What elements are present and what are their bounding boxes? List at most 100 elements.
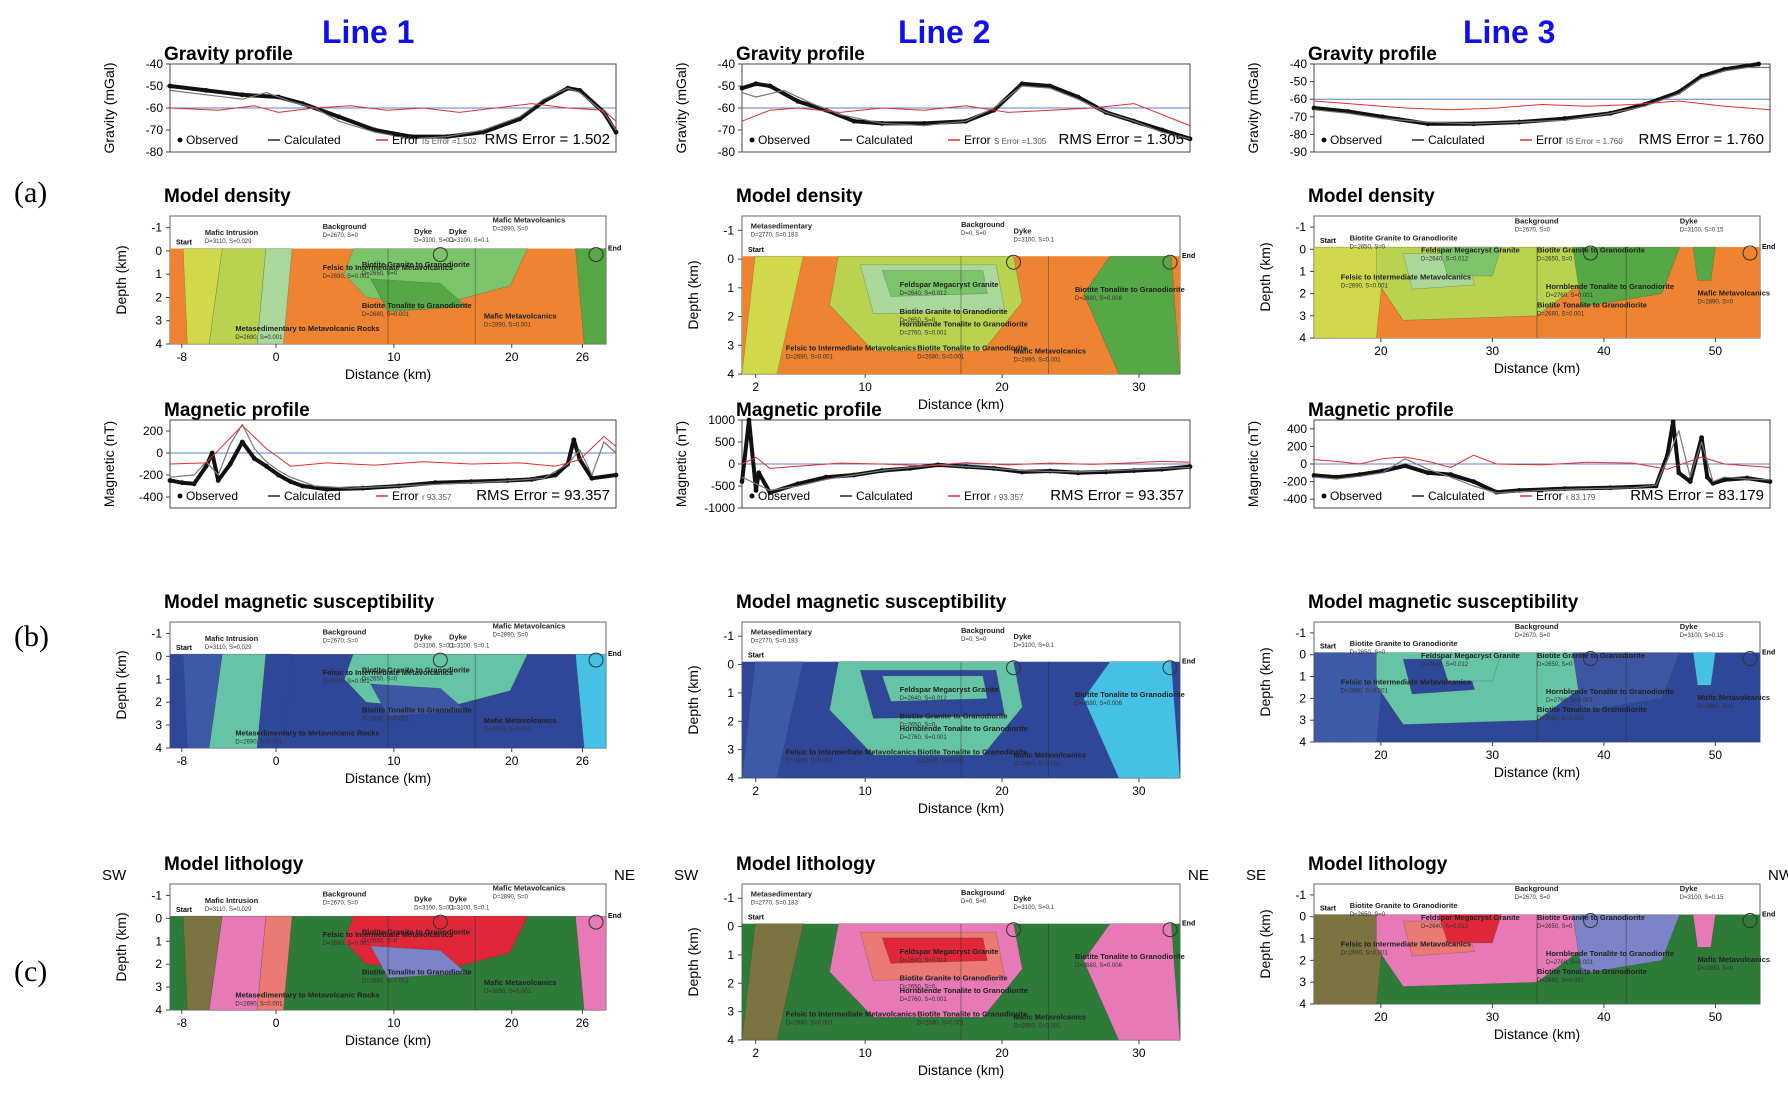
y-tick-label: -40 [718, 57, 736, 71]
series-error [741, 456, 1191, 469]
legend-observed: Observed [758, 489, 810, 503]
density-section-line-1: Model density Start End Mafic Intrusion D=31… [113, 186, 621, 382]
body-name-label: Biotite Tonalite to Granodiorite [917, 343, 1027, 352]
y-tick-label: -50 [718, 79, 736, 93]
station-marker [1006, 922, 1022, 938]
body-name-label: Dyke [1680, 884, 1698, 893]
body-property-label: D=0, S=0 [961, 899, 987, 905]
y-axis-label: Gravity (mGal) [1245, 63, 1261, 154]
geologic-body [256, 653, 293, 749]
geologic-body [1313, 246, 1386, 339]
body-property-label: D=2650, S=0 [1537, 662, 1573, 668]
y-tick-label: -80 [146, 145, 164, 159]
depth-tick-label: -1 [1295, 220, 1306, 234]
y-tick-label: -500 [711, 479, 735, 493]
body-name-label: Biotite Granite to Granodiorite [1350, 233, 1458, 242]
series-calculated [741, 85, 1191, 140]
observed-point [336, 114, 342, 120]
orientation-left: SE [1246, 867, 1266, 884]
body-name-label: Hornblende Tonalite to Granodiorite [1546, 949, 1674, 958]
y-tick-label: -80 [1290, 127, 1308, 141]
body-name-label: Mafic Metavolcanics [1698, 693, 1771, 702]
y-axis-label: Magnetic (nT) [673, 421, 689, 507]
body-property-label: D=2760, S=0.001 [900, 997, 948, 1003]
legend-observed: Observed [1330, 489, 1382, 503]
body-property-label: D=2640, S=0.012 [1421, 257, 1469, 263]
body-name-label: Dyke [449, 227, 467, 236]
susc-section-line-3: Model magnetic susceptibility Start End Bac… [1257, 592, 1775, 780]
body-name-label: Feldspar Megacryst Granite [1421, 246, 1520, 255]
body-property-label: D=2650, S=0 [1350, 650, 1386, 656]
susc-title: Model magnetic susceptibility [1308, 592, 1579, 613]
body-property-label: D=3100, S=0.1 [449, 238, 490, 244]
body-name-label: Metasedimentary to Metavolcanic Rocks [235, 324, 379, 333]
observed-point [1075, 470, 1081, 476]
observed-point [324, 486, 330, 492]
depth-tick-label: 1 [155, 672, 162, 686]
plot-frame [1313, 63, 1771, 153]
body-name-label: Mafic Metavolcanics [484, 978, 557, 987]
distance-tick-label: 20 [995, 1046, 1009, 1060]
distance-axis-label: Distance (km) [345, 1032, 431, 1048]
body-name-label: Biotite Tonalite to Granodiorite [1537, 967, 1647, 976]
geologic-body [1692, 246, 1716, 281]
legend-error: Error [392, 489, 419, 503]
geologic-body [1438, 246, 1502, 277]
observed-point [753, 81, 759, 87]
row-letter-c: (c) [14, 955, 48, 988]
station-marker [1583, 651, 1599, 667]
depth-tick-label: 1 [1299, 670, 1306, 684]
distance-tick-label: 30 [1486, 1010, 1500, 1024]
body-name-label: Felsic to Intermediate Metavolcanics [1341, 677, 1471, 686]
depth-axis-label: Depth (km) [1257, 242, 1273, 311]
station-marker [432, 247, 448, 263]
y-tick-label: 0 [1300, 457, 1307, 471]
y-tick-label: -60 [1290, 92, 1308, 106]
legend-error-small: r 83.179 [1566, 493, 1596, 502]
observed-point [1687, 479, 1693, 484]
series-error [1313, 454, 1771, 470]
depth-tick-label: 3 [155, 718, 162, 732]
depth-tick-label: 0 [155, 649, 162, 663]
body-property-label: D=2680, S=0.006 [1075, 296, 1123, 302]
magnetic-title: Magnetic profile [736, 400, 882, 421]
body-name-label: Metasedimentary [751, 889, 813, 898]
end-marker [1742, 245, 1758, 261]
geologic-body [256, 248, 293, 345]
body-property-label: D=3110, S=0.029 [205, 907, 252, 913]
depth-axis-label: Depth (km) [1257, 909, 1273, 978]
depth-tick-label: 4 [727, 1033, 734, 1047]
depth-tick-label: -1 [151, 888, 162, 902]
body-property-label: D=3100, S=0.1 [414, 906, 455, 912]
body-name-label: Feldspar Megacryst Granite [1421, 913, 1520, 922]
observed-point [613, 129, 619, 135]
depth-tick-label: 2 [727, 714, 734, 728]
observed-point [1670, 419, 1676, 425]
body-name-label: Hornblende Tonalite to Granodiorite [900, 986, 1028, 995]
body-name-label: Feldspar Megacryst Granite [1421, 651, 1520, 660]
depth-tick-label: 0 [727, 252, 734, 266]
observed-point [1471, 479, 1476, 484]
line-title-2: Line 2 [898, 14, 991, 50]
body-name-label: Dyke [1014, 226, 1032, 235]
start-label: Start [176, 240, 193, 247]
y-tick-label: -70 [718, 123, 736, 137]
legend-error: Error [964, 489, 991, 503]
end-label: End [1182, 659, 1195, 666]
observed-point [1187, 464, 1193, 470]
depth-tick-label: 1 [1299, 264, 1306, 278]
observed-point [251, 456, 257, 461]
y-tick-label: -60 [718, 101, 736, 115]
y-tick-label: -50 [1290, 75, 1308, 89]
geologic-body [741, 255, 804, 375]
legend-error-small: r 93.357 [422, 493, 452, 502]
legend-error-small: IS Error =1.502 [422, 137, 477, 146]
legend-observed-marker [177, 493, 183, 499]
legend-error: Error [1536, 489, 1563, 503]
rms-error: RMS Error = 83.179 [1630, 487, 1764, 504]
observed-point [1311, 473, 1317, 478]
end-marker [1742, 651, 1758, 667]
body-property-label: D=2690, S=0.001 [786, 1021, 834, 1027]
body-name-label: Felsic to Intermediate Metavolcanics [786, 343, 916, 352]
rms-error: RMS Error = 1.502 [485, 131, 610, 148]
